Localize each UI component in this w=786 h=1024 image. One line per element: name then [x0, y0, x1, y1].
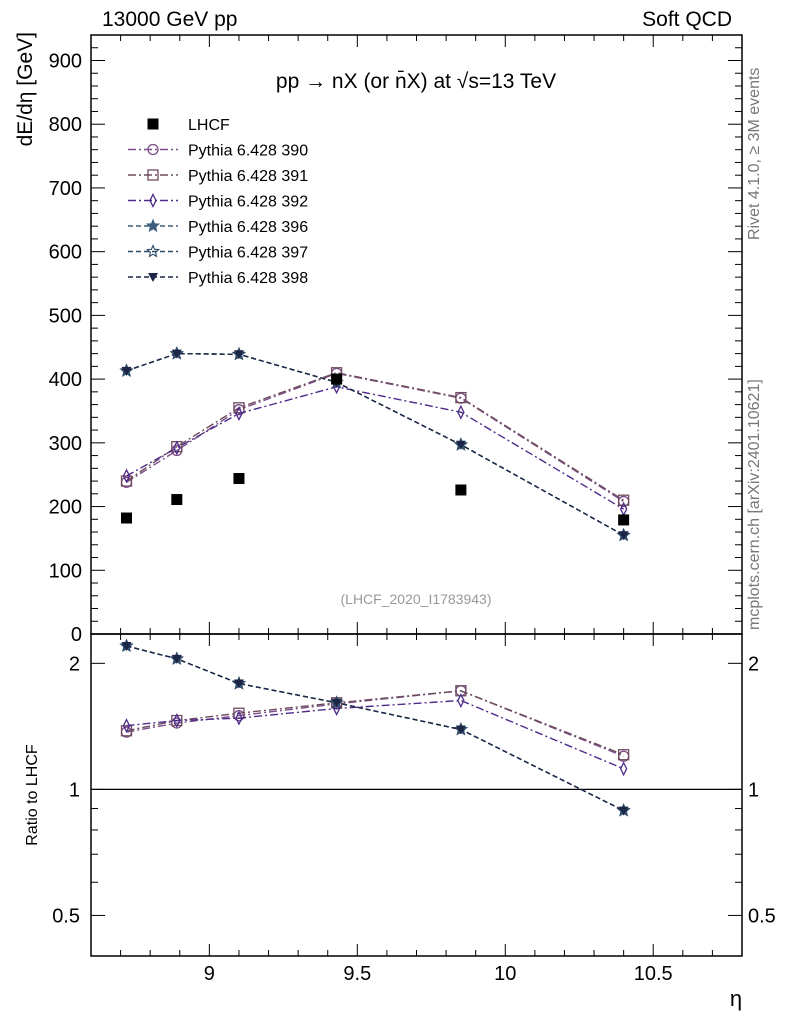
y-tick-label: 300	[49, 433, 82, 455]
series-6-ratio-point	[455, 725, 466, 735]
series-4-ratio-line	[126, 645, 624, 812]
series-3-point	[173, 440, 181, 456]
series-6-line	[126, 352, 624, 536]
y-tick-label: 200	[49, 497, 82, 519]
legend-label-4: Pythia 6.428 396	[188, 219, 308, 236]
y-tick-label: 500	[49, 305, 82, 327]
series-2-point	[455, 391, 467, 404]
x-tick-label: 9.5	[343, 963, 371, 985]
series-3-ratio-point	[173, 713, 181, 729]
legend-label-5: Pythia 6.428 397	[188, 245, 308, 262]
series-3-ratio-point	[122, 718, 131, 734]
series-2-line	[126, 371, 624, 501]
series-2-ratio-line	[126, 690, 624, 756]
data-point	[455, 484, 467, 496]
legend-marker-1	[147, 143, 159, 156]
legend-marker-4	[145, 218, 161, 233]
legend-marker-3	[149, 193, 157, 208]
legend-marker-data	[147, 118, 159, 130]
legend-marker-6	[148, 273, 158, 282]
series-6-ratio-point	[171, 654, 182, 664]
y-tick-label: 600	[49, 242, 82, 264]
data-point	[331, 373, 343, 385]
series-6-point	[121, 366, 132, 376]
ratio-tick-label: 0.5	[52, 905, 80, 927]
ratio-tick-label-right: 2	[748, 653, 759, 675]
legend-label-2: Pythia 6.428 391	[188, 168, 308, 185]
x-tick-label: 10.5	[634, 963, 673, 985]
series-3-line	[126, 386, 624, 510]
y-tick-label: 100	[49, 560, 82, 582]
series-1-line	[126, 372, 624, 503]
ratio-plot-frame	[90, 633, 743, 957]
x-axis-label: η	[730, 986, 742, 1011]
header-left-label: 13000 GeV pp	[102, 8, 238, 31]
legend-label-3: Pythia 6.428 392	[188, 194, 308, 211]
series-3-point	[457, 404, 465, 420]
legend-marker-5	[145, 244, 161, 258]
plot-title: pp → nX (or n̄X) at √s=13 TeV	[276, 70, 556, 93]
series-2-point	[120, 475, 133, 487]
ratio-axis-label: Ratio to LHCF	[24, 744, 41, 846]
series-3-point	[122, 468, 131, 484]
y-tick-label: 700	[49, 178, 82, 200]
header-right-label: Soft QCD	[642, 8, 732, 31]
series-6-point	[233, 350, 244, 360]
ratio-tick-label-right: 1	[748, 779, 759, 801]
ratio-tick-label-right: 0.5	[748, 905, 776, 927]
data-point	[618, 514, 630, 526]
series-6-ratio-point	[618, 806, 629, 816]
series-2-ratio-point	[120, 725, 133, 737]
series-6-ratio-point	[331, 698, 342, 708]
x-tick-label: 10	[494, 963, 516, 985]
series-2-point	[617, 494, 630, 506]
series-3-ratio-line	[126, 699, 624, 770]
legend-marker-2	[147, 169, 159, 181]
series-3-ratio-point	[457, 693, 465, 708]
analysis-tag: (LHCF_2020_I1783943)	[341, 591, 492, 607]
y-tick-label: 400	[49, 369, 82, 391]
y-tick-label: 800	[49, 114, 82, 136]
series-6-ratio-point	[121, 641, 132, 651]
series-3-ratio-point	[619, 761, 628, 777]
data-point	[233, 473, 245, 485]
legend-label-6: Pythia 6.428 398	[188, 270, 308, 287]
series-6-point	[618, 531, 629, 541]
y-tick-label: 900	[49, 50, 82, 72]
ratio-tick-label: 1	[69, 779, 80, 801]
legend-label-1: Pythia 6.428 390	[188, 143, 308, 160]
legend-label-data: LHCF	[188, 117, 230, 134]
series-2-point	[233, 402, 245, 414]
data-point	[121, 512, 133, 524]
series-6-ratio-point	[233, 679, 244, 689]
series-3-ratio-point	[235, 710, 243, 726]
series-6-point	[171, 349, 182, 359]
series-6-ratio-line	[126, 645, 624, 812]
series-1-ratio-line	[126, 690, 624, 757]
y-axis-label: dE/dη [GeV]	[14, 32, 37, 146]
x-tick-label: 9	[204, 963, 215, 985]
ratio-tick-label: 2	[69, 653, 80, 675]
series-2-ratio-point	[617, 749, 630, 761]
y-tick-label: 0	[71, 624, 82, 646]
series-6-point	[455, 440, 466, 450]
data-point	[171, 494, 183, 506]
series-3-point	[235, 406, 243, 421]
series-5-ratio-line	[126, 645, 624, 812]
